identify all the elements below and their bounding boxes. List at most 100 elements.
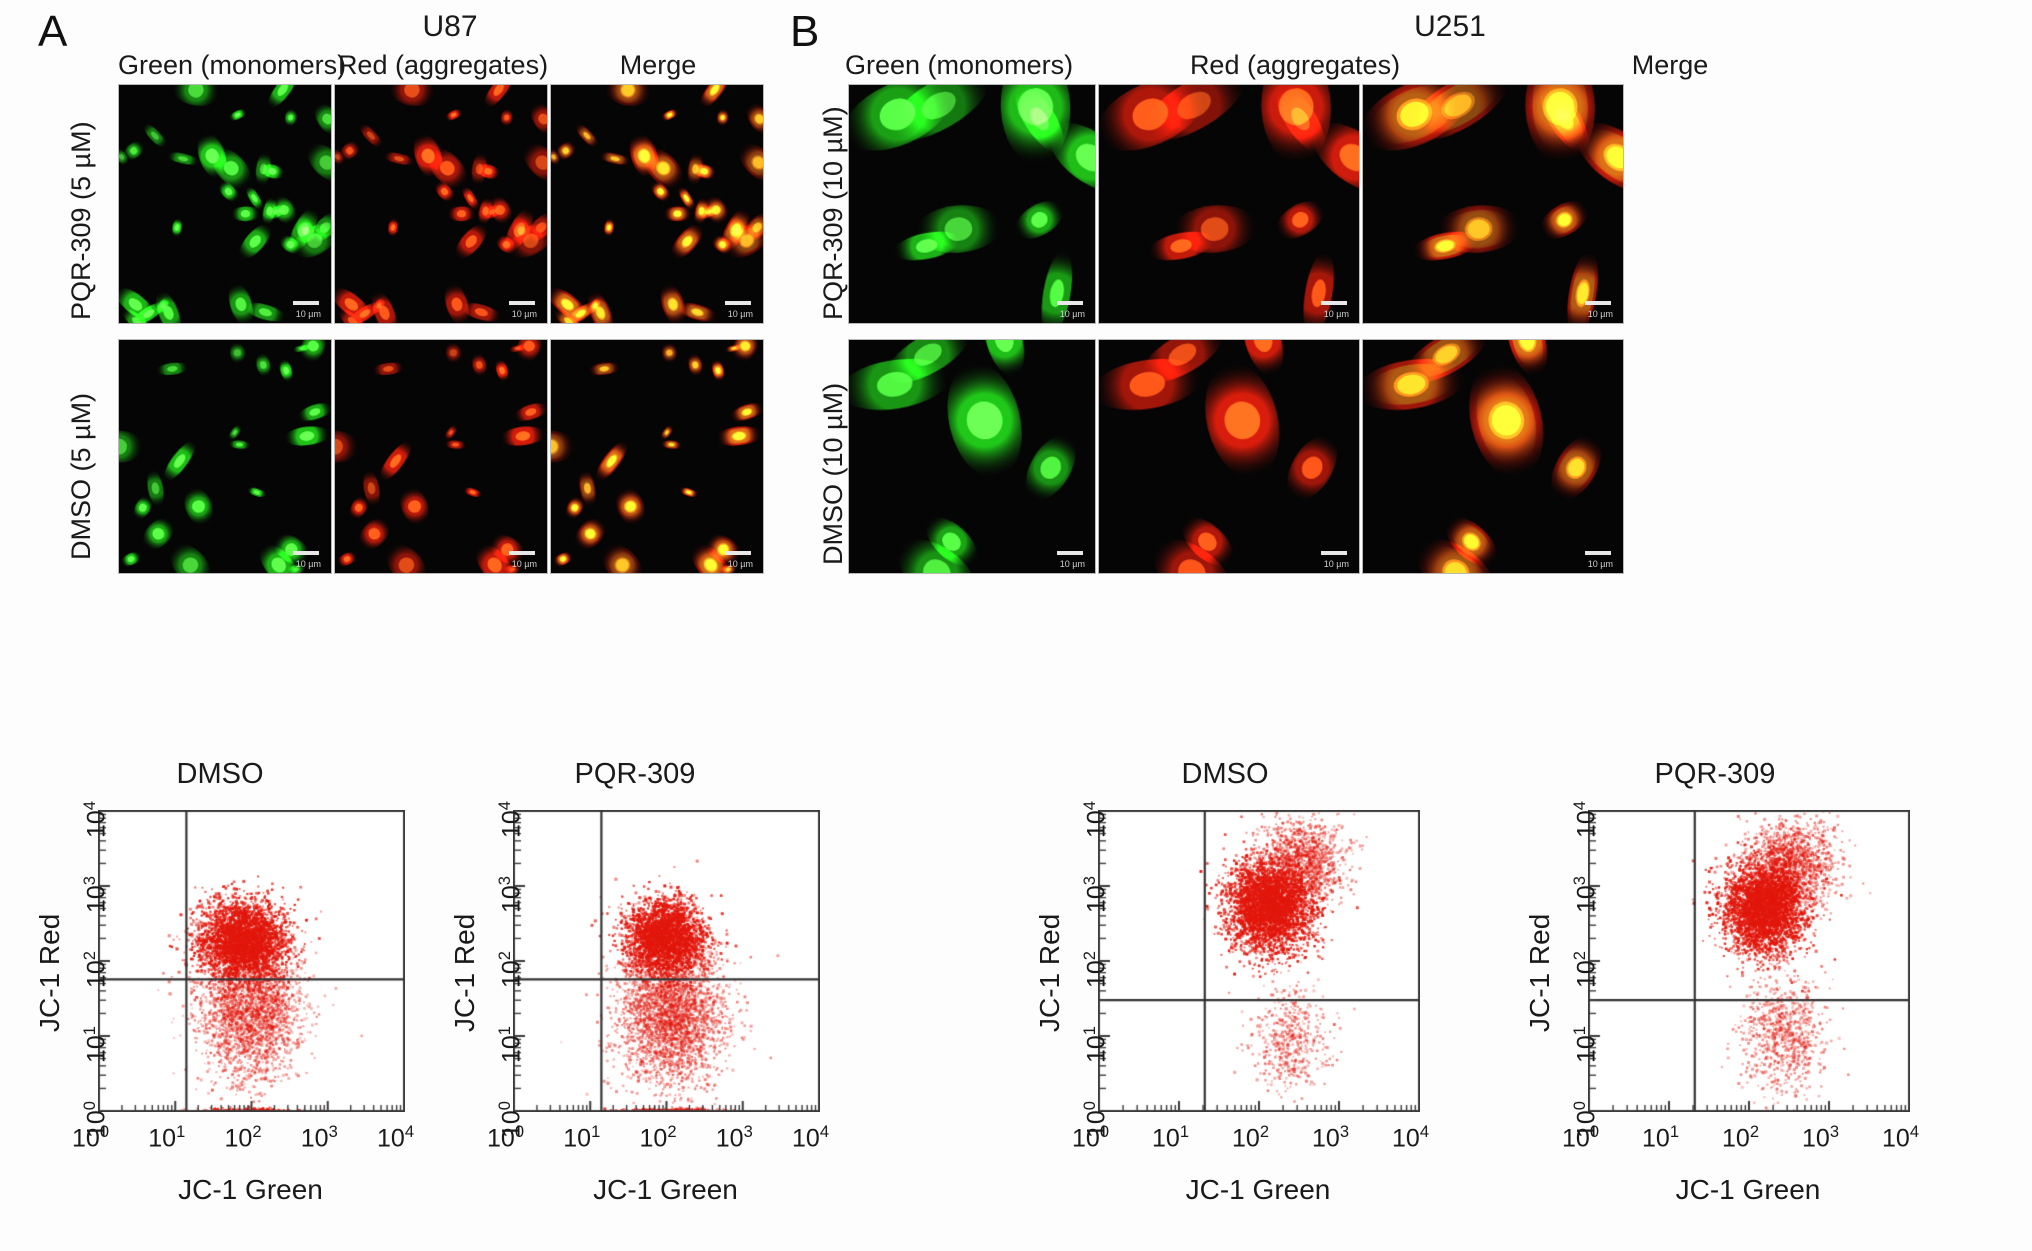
flow-scatter-canvas[interactable] [1588,810,1910,1112]
y-tick-label-3: 103 [496,876,526,913]
row-label-a-dmso: DMSO (5 µM) [66,392,96,560]
micrograph-b-pqr309-green: 10 µm [848,84,1096,324]
scale-bar [293,551,319,555]
row-label-b-pqr309: PQR-309 (10 µM) [818,106,848,320]
x-tick-label-3: 103 [1312,1123,1349,1153]
row-label-a-pqr309: PQR-309 (5 µM) [66,121,96,320]
y-tick-label-0: 100 [1571,1101,1601,1138]
y-tick-label-0: 100 [1081,1101,1111,1138]
micrograph-a-dmso-green: 10 µm [118,339,332,574]
y-axis-label: JC-1 Red [1524,913,1555,1032]
scale-bar [725,301,751,305]
x-tick-label-2: 102 [1722,1123,1759,1153]
x-tick-label-0: 100 [72,1123,109,1153]
column-header-green-a: Green (monomers) [118,50,347,80]
y-tick-label-1: 101 [81,1026,111,1063]
x-axis-label: JC-1 Green [178,1174,323,1205]
x-tick-label-3: 103 [715,1123,753,1153]
x-tick-label-1: 101 [563,1123,601,1153]
micrograph-b-pqr309-merge: 10 µm [1362,84,1624,324]
scale-bar-label: 10 µm [1323,309,1349,319]
y-tick-label-4: 104 [81,801,111,838]
column-header-red-b: Red (aggregates) [1189,50,1401,80]
scale-bar-label: 10 µm [511,309,537,319]
x-tick-label-4: 104 [792,1123,829,1153]
flow-scatter-canvas[interactable] [1098,810,1420,1112]
scale-bar [509,551,535,555]
micrograph-a-pqr309-green: 10 µm [118,84,332,324]
scale-bar-label: 10 µm [1587,559,1613,569]
flow-plot-b-pqr309[interactable]: PQR-309 [1500,760,1930,1250]
x-tick-label-0: 100 [1562,1123,1599,1153]
y-tick-label-3: 103 [81,876,111,913]
x-tick-label-1: 101 [1152,1123,1189,1153]
scale-bar [725,551,751,555]
scale-bar-label: 10 µm [511,559,537,569]
y-tick-label-1: 101 [1081,1026,1111,1063]
x-tick-label-4: 104 [377,1123,414,1153]
flow-plot-title: PQR-309 [1654,758,1776,790]
row-label-b-dmso: DMSO (10 µM) [818,382,848,565]
x-tick-label-2: 102 [639,1123,677,1153]
flow-plot-b-dmso[interactable]: DMSO [1010,760,1440,1250]
x-tick-label-3: 103 [1802,1123,1839,1153]
scale-bar [1321,551,1347,555]
column-header-merge-b: Merge [1631,50,1709,80]
flow-scatter-canvas[interactable] [513,810,820,1112]
micrograph-a-pqr309-merge: 10 µm [550,84,764,324]
panel-letter-b: B [790,7,820,56]
y-tick-label-2: 102 [1571,951,1601,988]
x-axis-label: JC-1 Green [1185,1174,1331,1205]
x-tick-label-2: 102 [1232,1123,1269,1153]
flow-plot-a-dmso[interactable]: DMSO [10,760,430,1250]
y-axis-label: JC-1 Red [449,913,480,1032]
scale-bar [1585,301,1611,305]
y-tick-label-2: 102 [496,951,526,988]
x-tick-label-1: 101 [1642,1123,1679,1153]
y-tick-label-1: 101 [496,1026,526,1063]
flow-plot-title: DMSO [176,758,264,790]
y-tick-label-0: 100 [81,1101,111,1138]
column-header-merge-a: Merge [619,50,697,80]
y-tick-label-4: 104 [1571,801,1601,838]
scale-bar [293,301,319,305]
x-tick-label-0: 100 [1072,1123,1109,1153]
x-axis-label: JC-1 Green [1675,1174,1821,1205]
scale-bar-label: 10 µm [1587,309,1613,319]
y-tick-label-4: 104 [496,801,526,838]
y-tick-label-0: 100 [496,1101,526,1138]
x-tick-label-4: 104 [1392,1123,1429,1153]
x-axis-label: JC-1 Green [593,1174,738,1205]
x-tick-label-2: 102 [224,1123,262,1153]
x-tick-label-0: 100 [487,1123,524,1153]
y-tick-label-3: 103 [1081,876,1111,913]
micrograph-b-pqr309-red: 10 µm [1098,84,1360,324]
micrograph-b-dmso-red: 10 µm [1098,339,1360,574]
flow-plot-a-pqr309[interactable]: PQR-309 [425,760,845,1250]
flow-scatter-canvas[interactable] [98,810,405,1112]
y-tick-label-2: 102 [81,951,111,988]
y-tick-label-2: 102 [1081,951,1111,988]
panel-letter-a: A [38,7,68,56]
micrograph-b-dmso-green: 10 µm [848,339,1096,574]
cell-line-title-u251: U251 [1414,10,1486,43]
y-tick-label-4: 104 [1081,801,1111,838]
scale-bar [1321,301,1347,305]
y-axis-label: JC-1 Red [34,913,65,1032]
scale-bar [1057,551,1083,555]
y-axis-label: JC-1 Red [1034,913,1065,1032]
micrograph-a-dmso-red: 10 µm [334,339,548,574]
scale-bar-label: 10 µm [727,309,753,319]
scale-bar [1057,301,1083,305]
x-tick-label-4: 104 [1882,1123,1919,1153]
scale-bar-label: 10 µm [1323,559,1349,569]
flow-plot-title: DMSO [1181,758,1269,790]
column-header-green-b: Green (monomers) [845,50,1074,80]
scale-bar-label: 10 µm [1059,559,1085,569]
y-tick-label-1: 101 [1571,1026,1601,1063]
scale-bar-label: 10 µm [727,559,753,569]
scale-bar-label: 10 µm [295,559,321,569]
y-tick-label-3: 103 [1571,876,1601,913]
x-tick-label-3: 103 [300,1123,338,1153]
